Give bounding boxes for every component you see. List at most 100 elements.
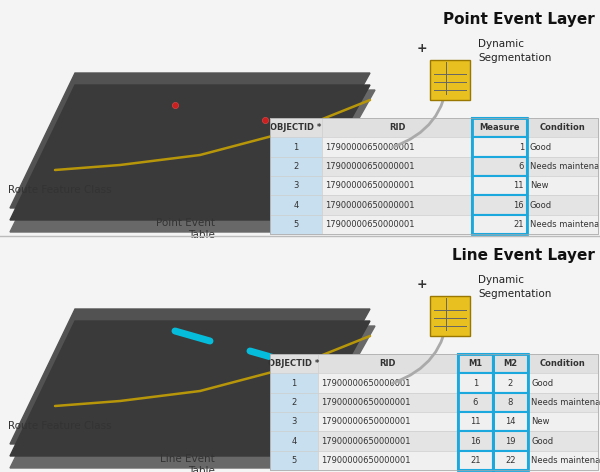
Bar [528, 451, 598, 470]
Text: Point Event
Table: Point Event Table [156, 218, 215, 240]
Bar [458, 354, 493, 470]
Bar [270, 373, 318, 393]
Text: 2: 2 [293, 162, 299, 171]
Polygon shape [10, 309, 370, 444]
Bar [472, 118, 527, 137]
Bar [493, 451, 528, 470]
Bar [493, 412, 528, 431]
Text: Good: Good [531, 379, 553, 388]
Bar [493, 354, 528, 470]
Text: 17900000650000001: 17900000650000001 [321, 379, 410, 388]
Polygon shape [10, 326, 375, 468]
Text: +: + [416, 278, 427, 291]
Bar [270, 118, 322, 137]
Bar [270, 431, 318, 451]
Text: 2: 2 [292, 398, 296, 407]
Bar [318, 451, 458, 470]
Text: 16: 16 [514, 201, 524, 210]
Text: +: + [416, 42, 427, 55]
Bar [430, 296, 470, 336]
Text: 2: 2 [508, 379, 513, 388]
Bar [270, 412, 318, 431]
Text: 1: 1 [473, 379, 478, 388]
Bar [493, 431, 528, 451]
Bar [527, 137, 598, 157]
Bar [472, 118, 527, 234]
Bar [493, 393, 528, 412]
Text: 22: 22 [505, 456, 516, 465]
Bar [458, 451, 493, 470]
Text: M1: M1 [469, 359, 482, 368]
Bar [472, 195, 527, 215]
Text: 14: 14 [505, 417, 516, 426]
Bar [430, 60, 470, 100]
Text: 17900000650000001: 17900000650000001 [321, 398, 410, 407]
Text: Good: Good [530, 143, 552, 152]
Bar [527, 157, 598, 176]
Polygon shape [10, 73, 370, 208]
Bar [270, 354, 598, 470]
Text: 17900000650000001: 17900000650000001 [325, 162, 415, 171]
Bar [318, 431, 458, 451]
Text: OBJECTID *: OBJECTID * [271, 123, 322, 132]
Text: RID: RID [389, 123, 405, 132]
Bar [527, 195, 598, 215]
Text: Route Feature Class: Route Feature Class [8, 421, 112, 431]
Text: 21: 21 [470, 456, 481, 465]
Text: 6: 6 [473, 398, 478, 407]
Bar [270, 176, 322, 195]
Bar [322, 195, 472, 215]
Text: 1: 1 [519, 143, 524, 152]
Bar [270, 451, 318, 470]
Bar [322, 215, 472, 234]
Bar [270, 393, 318, 412]
Text: Needs maintenance: Needs maintenance [530, 162, 600, 171]
Text: 17900000650000001: 17900000650000001 [325, 201, 415, 210]
Text: 17900000650000001: 17900000650000001 [325, 143, 415, 152]
Text: 5: 5 [293, 220, 299, 229]
Text: 17900000650000001: 17900000650000001 [325, 220, 415, 229]
Bar [528, 431, 598, 451]
Bar [270, 354, 598, 470]
Text: 11: 11 [514, 181, 524, 190]
Text: 17900000650000001: 17900000650000001 [321, 417, 410, 426]
Text: OBJECTID *: OBJECTID * [268, 359, 320, 368]
Bar [472, 215, 527, 234]
Text: New: New [531, 417, 550, 426]
Text: 17900000650000001: 17900000650000001 [325, 181, 415, 190]
Text: 17900000650000001: 17900000650000001 [321, 437, 410, 446]
Bar [270, 118, 598, 234]
Bar [493, 354, 528, 373]
Bar [458, 354, 493, 373]
Bar [318, 373, 458, 393]
Text: 8: 8 [508, 398, 513, 407]
Bar [527, 118, 598, 137]
Bar [472, 157, 527, 176]
Bar [270, 137, 322, 157]
Polygon shape [10, 321, 370, 456]
Text: 1: 1 [293, 143, 299, 152]
Text: Measure: Measure [479, 123, 520, 132]
Text: Good: Good [531, 437, 553, 446]
Bar [458, 412, 493, 431]
Text: 3: 3 [293, 181, 299, 190]
Text: 5: 5 [292, 456, 296, 465]
Bar [458, 373, 493, 393]
Text: 17900000650000001: 17900000650000001 [321, 456, 410, 465]
Bar [318, 412, 458, 431]
Text: 3: 3 [292, 417, 296, 426]
Text: Condition: Condition [540, 359, 586, 368]
Bar [458, 393, 493, 412]
Bar [270, 215, 322, 234]
Text: Needs maintenance: Needs maintenance [531, 398, 600, 407]
Text: Line Event Layer: Line Event Layer [452, 248, 595, 263]
Text: 19: 19 [505, 437, 516, 446]
Text: Point Event Layer: Point Event Layer [443, 12, 595, 27]
Bar [493, 373, 528, 393]
Bar [528, 354, 598, 373]
Bar [527, 176, 598, 195]
Bar [270, 195, 322, 215]
Text: Line Event
Table: Line Event Table [160, 454, 215, 472]
Bar [322, 157, 472, 176]
Text: RID: RID [380, 359, 396, 368]
